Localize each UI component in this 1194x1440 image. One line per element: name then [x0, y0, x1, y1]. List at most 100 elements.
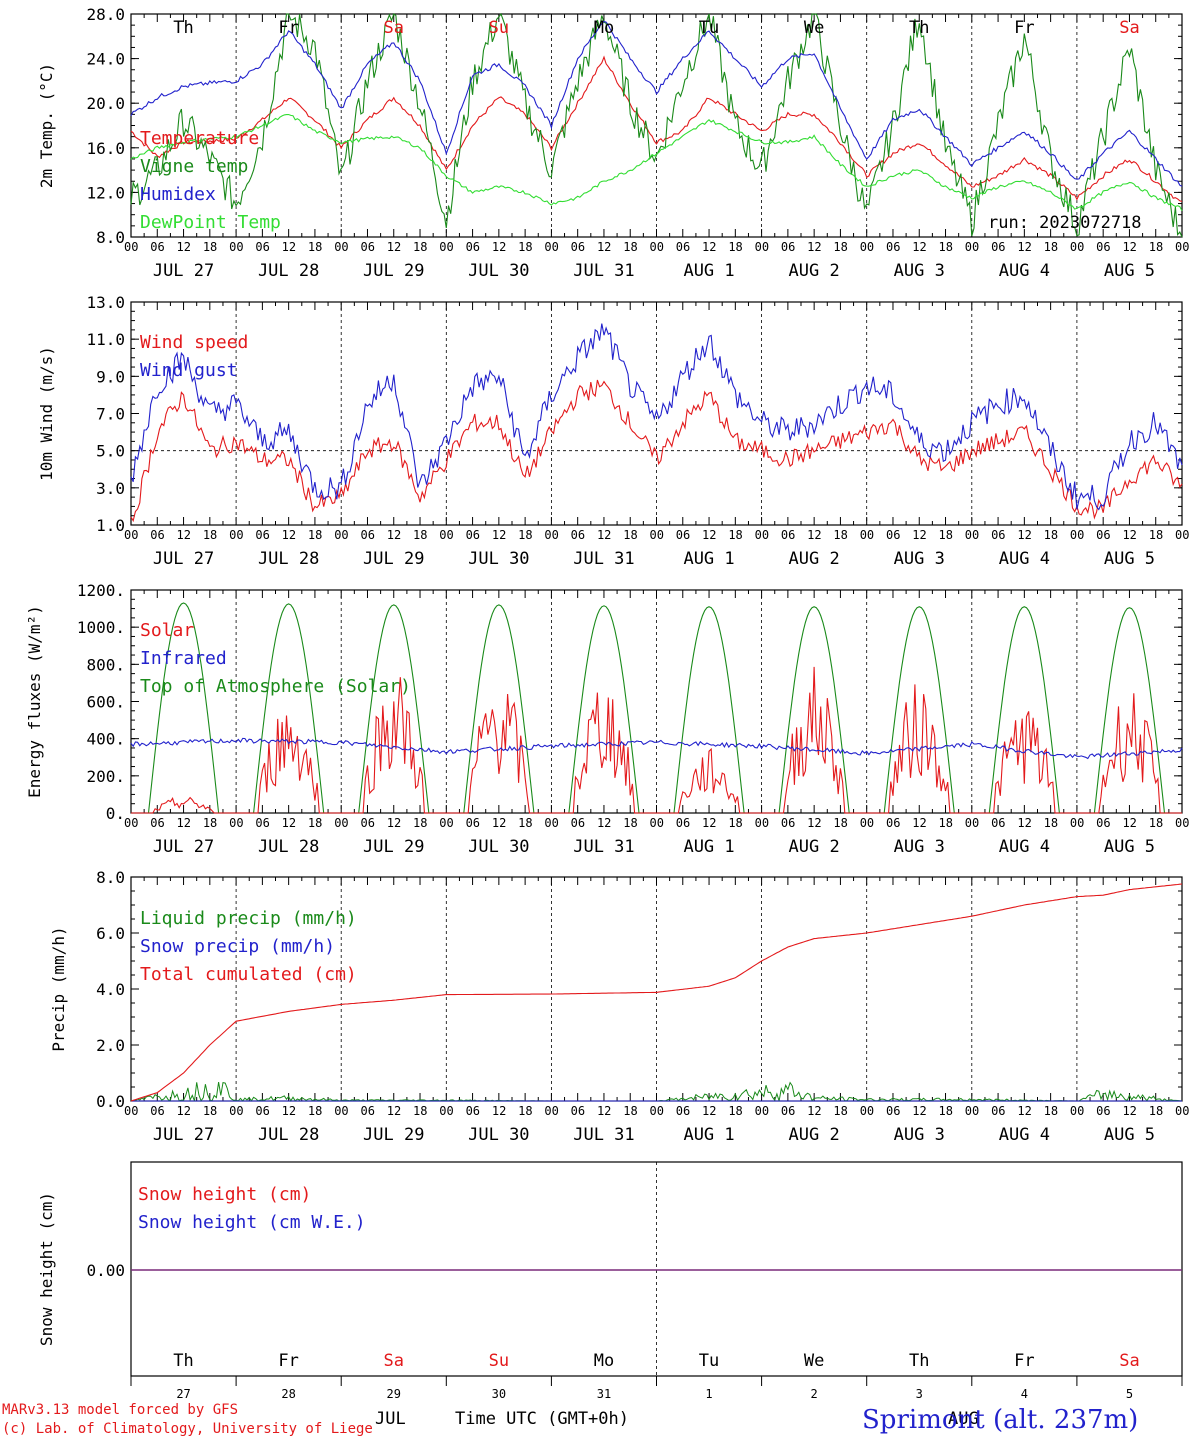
hour-tick-label: 18 — [308, 1104, 322, 1118]
hour-tick-label: 18 — [308, 528, 322, 542]
date-tick-label: JUL 27 — [153, 837, 214, 857]
hour-tick-label: 18 — [833, 240, 847, 254]
hour-tick-label: 00 — [1175, 1104, 1189, 1118]
series-line-total-cumulated — [130, 883, 1183, 1102]
hour-tick-label: 12 — [492, 240, 506, 254]
hour-tick-label: 18 — [939, 1104, 953, 1118]
date-tick-label: JUL 30 — [468, 549, 529, 569]
hour-tick-label: 00 — [124, 816, 138, 830]
date-tick-label: JUL 31 — [573, 261, 634, 281]
hour-tick-label: 18 — [518, 240, 532, 254]
hour-tick-label: 12 — [807, 816, 821, 830]
hour-tick-label: 12 — [387, 816, 401, 830]
date-tick-label: AUG 2 — [789, 837, 840, 857]
hour-tick-label: 00 — [229, 240, 243, 254]
hour-tick-label: 06 — [360, 240, 374, 254]
hour-tick-label: 12 — [807, 528, 821, 542]
hour-tick-label: 12 — [492, 528, 506, 542]
hour-tick-label: 06 — [255, 816, 269, 830]
date-tick-label: JUL 28 — [258, 837, 319, 857]
hour-tick-label: 00 — [334, 240, 348, 254]
location-label: Sprimont (alt. 237m) — [862, 1405, 1138, 1435]
hour-tick-label: 12 — [387, 240, 401, 254]
hour-tick-label: 06 — [571, 528, 585, 542]
y-tick-label: 28.0 — [86, 5, 125, 24]
hour-tick-label: 12 — [492, 816, 506, 830]
day-number-label: 3 — [916, 1387, 923, 1401]
hour-tick-label: 06 — [255, 1104, 269, 1118]
date-tick-label: AUG 4 — [999, 261, 1050, 281]
y-tick-label: 8.0 — [96, 868, 125, 887]
day-number-label: 27 — [176, 1387, 190, 1401]
date-tick-label: JUL 27 — [153, 1125, 214, 1145]
hour-tick-label: 18 — [203, 1104, 217, 1118]
day-label: Th — [173, 1351, 193, 1371]
hour-tick-label: 00 — [860, 1104, 874, 1118]
day-label: Su — [489, 18, 509, 38]
hour-tick-label: 06 — [255, 528, 269, 542]
hour-tick-label: 06 — [886, 1104, 900, 1118]
hour-tick-label: 06 — [781, 240, 795, 254]
hour-tick-label: 12 — [177, 1104, 191, 1118]
energy-panel: 00 06 12 18 00 06 12 18 00 06 12 18 00 06 12 18 00 06 12 18… — [25, 581, 1189, 857]
series-line-solar — [131, 666, 1182, 814]
date-tick-label: AUG 4 — [999, 837, 1050, 857]
hour-tick-label: 12 — [807, 240, 821, 254]
day-number-label: 29 — [387, 1387, 401, 1401]
hour-tick-label: 00 — [229, 1104, 243, 1118]
hour-tick-label: 06 — [991, 816, 1005, 830]
hour-tick-label: 00 — [334, 528, 348, 542]
hour-tick-label: 12 — [597, 240, 611, 254]
hour-tick-label: 06 — [676, 816, 690, 830]
hour-tick-label: 12 — [702, 240, 716, 254]
hour-tick-label: 12 — [387, 528, 401, 542]
day-label: Su — [489, 1351, 509, 1371]
date-tick-label: AUG 5 — [1104, 261, 1155, 281]
hour-tick-label: 06 — [571, 240, 585, 254]
hour-tick-label: 12 — [912, 816, 926, 830]
credit-line-1: MARv3.13 model forced by GFS — [2, 1402, 238, 1418]
hour-tick-label: 12 — [702, 528, 716, 542]
hour-tick-label: 06 — [781, 528, 795, 542]
hour-tick-label: 00 — [334, 816, 348, 830]
hour-tick-label: 00 — [1070, 528, 1084, 542]
hour-tick-label: 06 — [781, 1104, 795, 1118]
date-tick-label: AUG 2 — [789, 1125, 840, 1145]
date-tick-label: JUL 29 — [363, 549, 424, 569]
precip-legend-1: Snow precip (mm/h) — [140, 936, 335, 957]
hour-tick-label: 12 — [1122, 528, 1136, 542]
y-tick-label: 9.0 — [96, 367, 125, 386]
hour-tick-label: 06 — [886, 528, 900, 542]
hour-tick-label: 06 — [360, 528, 374, 542]
hour-tick-label: 06 — [466, 816, 480, 830]
hour-tick-label: 18 — [1044, 528, 1058, 542]
date-tick-label: JUL 27 — [153, 549, 214, 569]
hour-tick-label: 18 — [1149, 816, 1163, 830]
y-tick-label: 0.0 — [96, 1092, 125, 1111]
date-tick-label: JUL 31 — [573, 837, 634, 857]
day-label: Fr — [1014, 1351, 1034, 1371]
hour-tick-label: 12 — [702, 1104, 716, 1118]
hour-tick-label: 12 — [282, 1104, 296, 1118]
snow-legend-1: Snow height (cm W.E.) — [138, 1212, 366, 1233]
time-axis-title: Time UTC (GMT+0h) — [455, 1409, 629, 1429]
day-label: We — [804, 1351, 824, 1371]
hour-tick-label: 18 — [518, 1104, 532, 1118]
hour-tick-label: 12 — [282, 240, 296, 254]
hour-tick-label: 18 — [413, 1104, 427, 1118]
hour-tick-label: 06 — [1096, 816, 1110, 830]
day-label: Fr — [278, 1351, 298, 1371]
y-tick-label: 2.0 — [96, 1036, 125, 1055]
y-tick-label: 7.0 — [96, 405, 125, 424]
date-tick-label: JUL 28 — [258, 549, 319, 569]
series-line-humidex — [130, 20, 1183, 187]
date-tick-label: JUL 30 — [468, 837, 529, 857]
hour-tick-label: 18 — [728, 1104, 742, 1118]
hour-tick-label: 18 — [1149, 1104, 1163, 1118]
hour-tick-label: 18 — [413, 240, 427, 254]
hour-tick-label: 12 — [912, 528, 926, 542]
date-tick-label: AUG 4 — [999, 549, 1050, 569]
hour-tick-label: 18 — [623, 1104, 637, 1118]
hour-tick-label: 00 — [755, 816, 769, 830]
precip-legend-2: Total cumulated (cm) — [140, 964, 357, 985]
